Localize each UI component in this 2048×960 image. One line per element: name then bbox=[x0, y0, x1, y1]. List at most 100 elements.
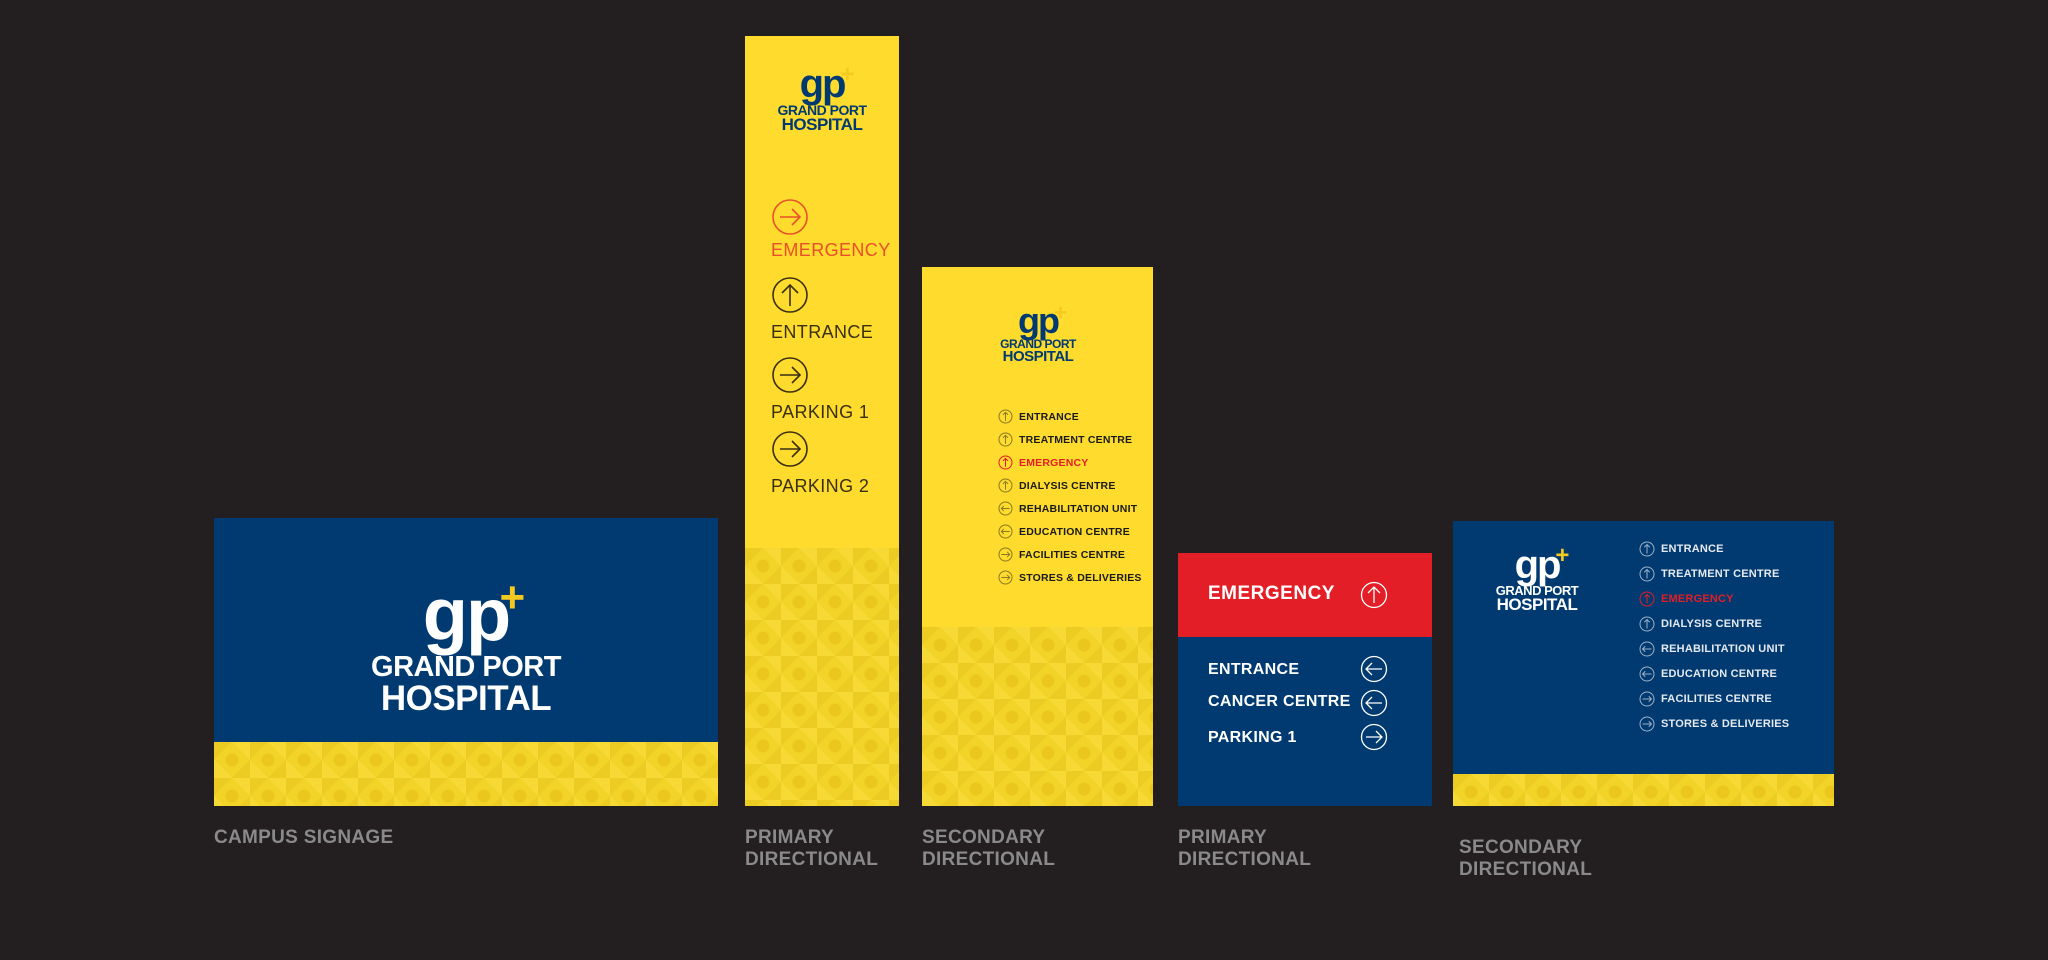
logo-mark: gp + bbox=[423, 576, 525, 652]
arrow-left-icon bbox=[1360, 689, 1388, 717]
caption-line2: DIRECTIONAL bbox=[1459, 859, 1593, 880]
primary-item-emergency: EMERGENCY bbox=[771, 198, 891, 261]
campus-sign-panel bbox=[214, 518, 718, 742]
list-item-label: FACILITIES CENTRE bbox=[1661, 693, 1772, 705]
primary-tall-logo: gp + GRAND PORT HOSPITAL bbox=[762, 63, 882, 135]
secondary-navy-logo: gp + GRAND PORT HOSPITAL bbox=[1477, 544, 1597, 615]
list-item-label: FACILITIES CENTRE bbox=[1019, 548, 1126, 561]
logo-name-line2: HOSPITAL bbox=[1496, 595, 1578, 615]
arrow-right-icon bbox=[1360, 723, 1388, 751]
primary-item-entrance: ENTRANCE bbox=[771, 276, 873, 343]
logo-plus-icon: + bbox=[840, 61, 854, 88]
logo-name-line1: GRAND PORT bbox=[1495, 583, 1579, 598]
arrow-up-icon bbox=[1639, 541, 1655, 557]
arrow-right-icon bbox=[998, 570, 1013, 585]
secondary-yellow-sign: gp + GRAND PORT HOSPITAL ENTRANCE TREATMEN… bbox=[922, 267, 1153, 806]
arrow-up-icon bbox=[998, 478, 1013, 493]
list-item-label: STORES & DELIVERIES bbox=[1661, 718, 1790, 730]
arrow-up-icon bbox=[1639, 591, 1655, 607]
primary-item-parking-2: PARKING 2 bbox=[771, 430, 869, 497]
logo-name-line1: GRAND PORT bbox=[1000, 337, 1076, 351]
list-item-label: ENTRANCE bbox=[1019, 410, 1079, 423]
arrow-right-icon bbox=[772, 199, 808, 235]
arrow-right-icon bbox=[772, 357, 808, 393]
campus-sign: gp + GRAND PORT HOSPITAL bbox=[214, 518, 718, 806]
list-item-label: REHABILITATION UNIT bbox=[1019, 502, 1138, 515]
logo-name-line2: HOSPITAL bbox=[380, 678, 552, 718]
arrow-left-icon bbox=[998, 501, 1013, 516]
arrow-right-icon bbox=[1639, 691, 1655, 707]
primary-red-sign: EMERGENCY ENTRANCE CANCER CENTRE PARKING… bbox=[1178, 553, 1432, 806]
primary-red-row-cancer-centre: CANCER CENTRE bbox=[1208, 689, 1398, 717]
list-item-label: EMERGENCY bbox=[1019, 456, 1089, 469]
logo-mark: gp + bbox=[1515, 544, 1570, 586]
list-item: FACILITIES CENTRE bbox=[1639, 691, 1772, 707]
logo-mark-text: gp bbox=[422, 573, 511, 656]
row-label: PARKING 1 bbox=[1208, 729, 1297, 746]
list-item: ENTRANCE bbox=[998, 409, 1079, 424]
arrow-left-icon bbox=[998, 524, 1013, 539]
logo-name-line2: HOSPITAL bbox=[781, 115, 863, 135]
list-item: EDUCATION CENTRE bbox=[1639, 666, 1777, 682]
caption-line1: PRIMARY bbox=[1178, 827, 1268, 848]
logo-mark: gp + bbox=[800, 63, 855, 105]
campus-logo: gp + GRAND PORT HOSPITAL bbox=[356, 576, 576, 718]
primary-item-label: PARKING 1 bbox=[771, 402, 870, 422]
list-item-label: EDUCATION CENTRE bbox=[1661, 668, 1778, 680]
list-item: FACILITIES CENTRE bbox=[998, 547, 1125, 562]
arrow-up-icon bbox=[998, 432, 1013, 447]
emergency-header-label: EMERGENCY bbox=[1208, 583, 1335, 604]
list-item-label: REHABILITATION UNIT bbox=[1661, 643, 1785, 655]
arrow-right-icon bbox=[998, 547, 1013, 562]
logo-name-line2: HOSPITAL bbox=[1002, 348, 1074, 366]
list-item-label: DIALYSIS CENTRE bbox=[1661, 618, 1763, 630]
campus-caption: CAMPUS SIGNAGE bbox=[214, 827, 394, 848]
list-item-label: TREATMENT CENTRE bbox=[1661, 568, 1780, 580]
primary-item-label: EMERGENCY bbox=[771, 240, 891, 260]
arrow-right-icon bbox=[1639, 716, 1655, 732]
primary-red-caption: PRIMARY DIRECTIONAL bbox=[1178, 827, 1311, 871]
arrow-up-icon bbox=[1639, 566, 1655, 582]
list-item: REHABILITATION UNIT bbox=[998, 501, 1137, 516]
logo-plus-icon: + bbox=[1555, 542, 1569, 569]
logo-name-line1: GRAND PORT bbox=[371, 651, 561, 683]
arrow-up-icon bbox=[998, 409, 1013, 424]
arrow-left-icon bbox=[1360, 655, 1388, 683]
arrow-up-icon bbox=[1639, 616, 1655, 632]
list-item-label: ENTRANCE bbox=[1661, 543, 1724, 555]
list-item-label: TREATMENT CENTRE bbox=[1019, 433, 1133, 446]
list-item: EMERGENCY bbox=[1639, 591, 1734, 607]
caption-line1: SECONDARY bbox=[1459, 837, 1583, 858]
logo-plus-icon: + bbox=[499, 573, 526, 622]
row-label: ENTRANCE bbox=[1208, 661, 1300, 678]
arrow-left-icon bbox=[1639, 641, 1655, 657]
caption-line1: PRIMARY bbox=[745, 827, 835, 848]
arrow-up-icon bbox=[1360, 581, 1388, 609]
logo-mark-text: gp bbox=[1018, 300, 1060, 341]
secondary-yellow-caption: SECONDARY DIRECTIONAL bbox=[922, 827, 1055, 871]
arrow-up-icon bbox=[998, 455, 1013, 470]
row-label: CANCER CENTRE bbox=[1208, 693, 1351, 710]
list-item: TREATMENT CENTRE bbox=[998, 432, 1132, 447]
caption-line1: SECONDARY bbox=[922, 827, 1046, 848]
primary-item-label: ENTRANCE bbox=[771, 322, 874, 342]
caption-line2: DIRECTIONAL bbox=[1178, 849, 1312, 870]
list-item-label: STORES & DELIVERIES bbox=[1019, 571, 1142, 584]
list-item-label: EMERGENCY bbox=[1661, 593, 1734, 605]
secondary-navy-caption: SECONDARY DIRECTIONAL bbox=[1459, 837, 1592, 881]
list-item: DIALYSIS CENTRE bbox=[998, 478, 1116, 493]
secondary-yellow-pattern bbox=[922, 627, 1153, 806]
caption-line2: DIRECTIONAL bbox=[922, 849, 1056, 870]
secondary-yellow-logo: gp + GRAND PORT HOSPITAL bbox=[978, 300, 1098, 366]
arrow-left-icon bbox=[1639, 666, 1655, 682]
emergency-header: EMERGENCY bbox=[1178, 553, 1432, 637]
primary-tall-caption: PRIMARY DIRECTIONAL bbox=[745, 827, 878, 871]
primary-red-row-parking-1: PARKING 1 bbox=[1208, 723, 1398, 751]
primary-tall-sign: gp + GRAND PORT HOSPITAL EMERGENCY ENTRAN… bbox=[745, 36, 899, 806]
primary-item-label: PARKING 2 bbox=[771, 476, 870, 496]
list-item: ENTRANCE bbox=[1639, 541, 1724, 557]
logo-plus-icon: + bbox=[1054, 300, 1067, 325]
arrow-right-icon bbox=[772, 431, 808, 467]
primary-item-parking-1: PARKING 1 bbox=[771, 356, 869, 423]
logo-name-line1: GRAND PORT bbox=[777, 102, 867, 118]
